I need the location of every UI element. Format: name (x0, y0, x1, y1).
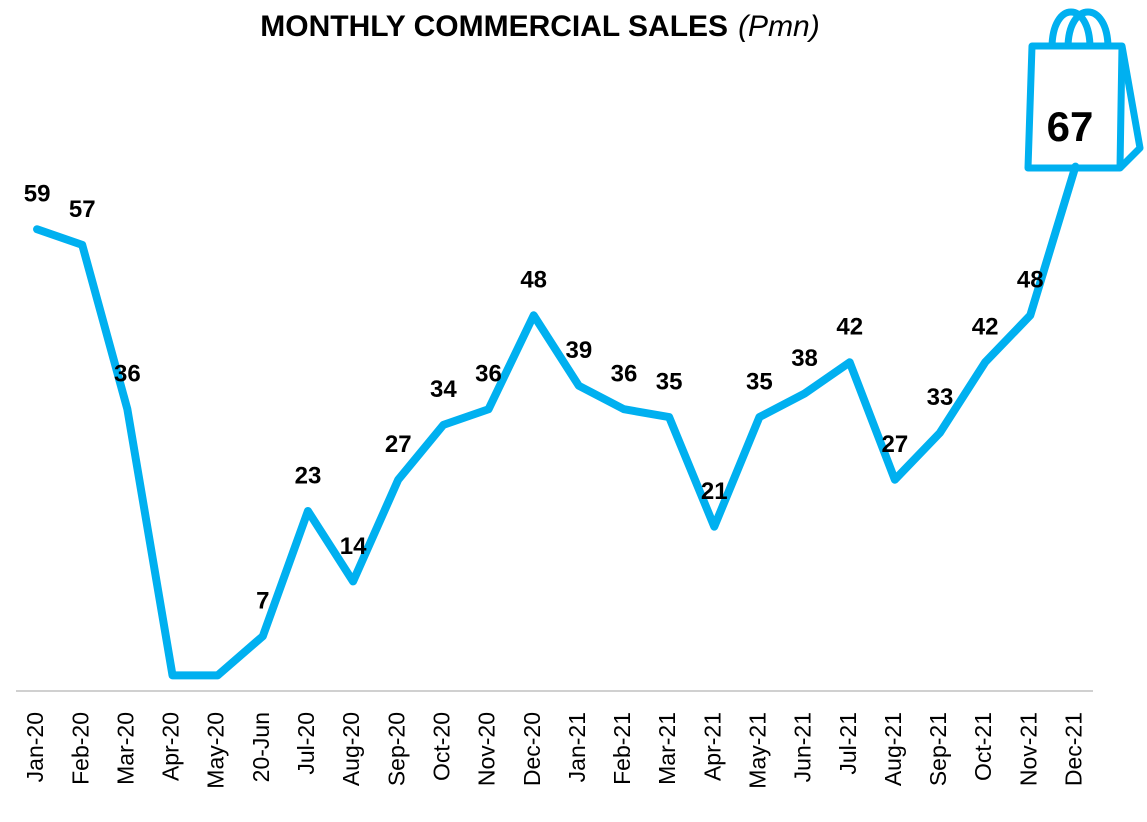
bag-handle (1048, 8, 1094, 49)
data-label: 27 (385, 431, 412, 458)
x-tick-label: Nov-20 (474, 712, 500, 786)
x-tick-label: Jan-20 (22, 712, 48, 782)
x-tick-label: Jul-21 (835, 712, 861, 775)
data-label: 36 (611, 361, 638, 388)
data-label: 34 (430, 376, 457, 403)
x-tick-label: Aug-20 (338, 712, 364, 786)
data-label: 36 (114, 361, 141, 388)
x-tick-label: Mar-20 (112, 712, 138, 785)
bag-icon (1024, 8, 1144, 172)
x-tick-label: Nov-21 (1015, 712, 1041, 786)
data-label: 21 (701, 478, 728, 505)
x-tick-label: Jun-21 (790, 712, 816, 782)
data-label: 39 (565, 337, 592, 364)
bag-handle (1064, 8, 1112, 49)
x-tick-label: 20-Jun (248, 712, 274, 782)
x-tick-label: Sep-21 (925, 712, 951, 786)
data-label: 57 (69, 196, 96, 223)
data-label: 59 (24, 181, 51, 208)
data-label: 7 (256, 588, 269, 615)
x-tick-label: Feb-21 (609, 712, 635, 785)
data-label: 38 (791, 345, 818, 372)
data-label: 36 (475, 361, 502, 388)
x-tick-label: Apr-21 (699, 712, 725, 781)
x-tick-label: Mar-21 (654, 712, 680, 785)
x-tick-label: Oct-21 (970, 712, 996, 781)
data-label: 35 (656, 368, 683, 395)
x-tick-label: May-21 (744, 712, 770, 789)
chart-title: MONTHLY COMMERCIAL SALES (Pmn) (260, 10, 819, 43)
x-tick-label: Dec-21 (1061, 712, 1087, 786)
x-tick-label: Dec-20 (519, 712, 545, 786)
data-label: 14 (340, 533, 367, 560)
x-tick-label: Feb-20 (67, 712, 93, 785)
data-label: 42 (836, 314, 863, 341)
data-label: 48 (1017, 267, 1044, 294)
x-tick-label: Jul-20 (293, 712, 319, 775)
subtitle: (Pmn) (738, 10, 820, 43)
x-tick-label: Apr-20 (158, 712, 184, 781)
x-tick-label: May-20 (203, 712, 229, 789)
data-label: 27 (881, 431, 908, 458)
data-label: 42 (972, 314, 999, 341)
data-label: 23 (295, 462, 322, 489)
data-label: 35 (746, 368, 773, 395)
data-label: 33 (927, 384, 954, 411)
line-series (33, 162, 1080, 680)
data-label: 48 (520, 267, 547, 294)
data-label: 67 (1047, 103, 1094, 150)
bag-side (1117, 45, 1144, 171)
x-tick-label: Aug-21 (880, 712, 906, 786)
x-tick-label: Jan-21 (564, 712, 590, 782)
x-tick-label: Sep-20 (383, 712, 409, 786)
x-tick-label: Oct-20 (428, 712, 454, 781)
title: MONTHLY COMMERCIAL SALES (260, 10, 728, 43)
